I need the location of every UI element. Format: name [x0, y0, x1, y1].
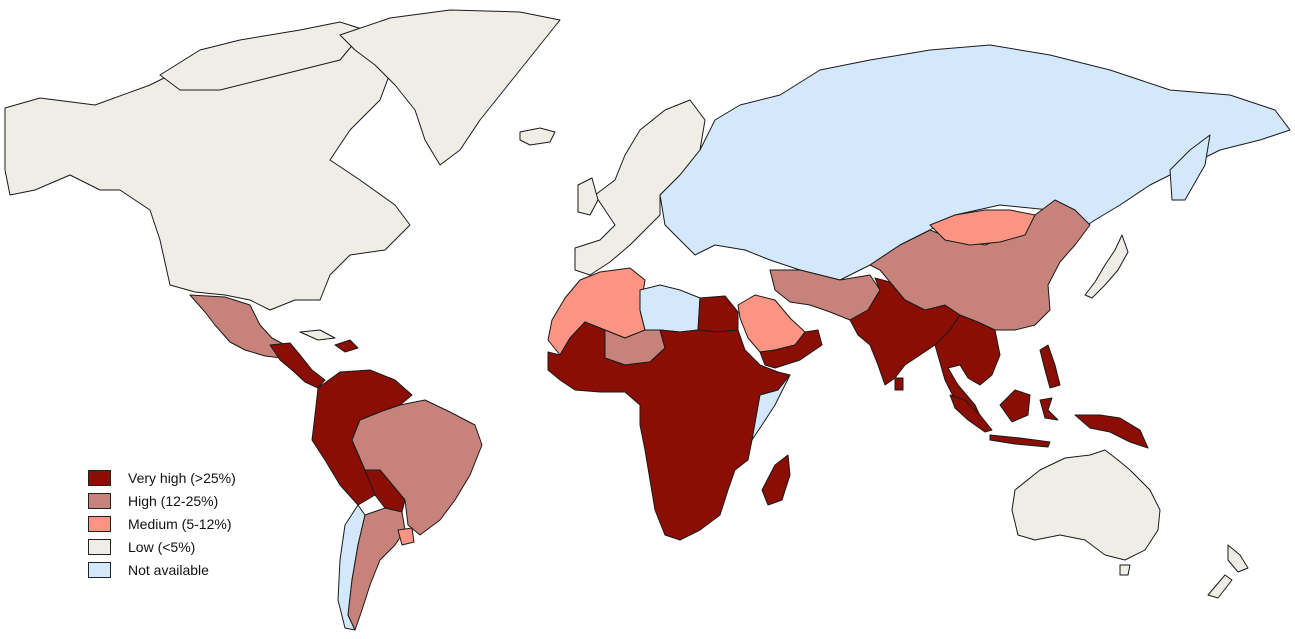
- legend-item-not-available: Not available: [88, 558, 288, 581]
- legend-swatch-low: [88, 538, 111, 555]
- region-indonesia-sulawesi: [1039, 397, 1059, 421]
- region-sri-lanka: [894, 377, 904, 391]
- region-somalia: [751, 374, 791, 441]
- region-saudi-arabia: [737, 294, 806, 353]
- legend-label-low: Low (<5%): [128, 538, 196, 555]
- region-indonesia-sumatra: [949, 394, 993, 433]
- legend-swatch-medium: [88, 515, 111, 532]
- legend-swatch-not-available: [88, 561, 111, 578]
- legend-label-not-available: Not available: [128, 561, 209, 578]
- region-british-isles: [577, 177, 599, 216]
- legend-item-low: Low (<5%): [88, 535, 288, 558]
- map-legend: Very high (>25%) High (12-25%) Medium (5…: [88, 466, 288, 581]
- region-australia: [1011, 449, 1161, 561]
- legend-label-very-high: Very high (>25%): [128, 469, 236, 486]
- region-madagascar: [761, 454, 791, 506]
- region-cuba: [299, 329, 336, 341]
- region-central-america: [269, 342, 326, 389]
- region-indonesia-borneo: [999, 389, 1031, 423]
- region-papua-new-guinea: [1074, 414, 1149, 449]
- region-greenland: [339, 9, 561, 166]
- legend-swatch-high: [88, 492, 111, 509]
- region-philippines: [1039, 344, 1061, 389]
- region-libya: [639, 284, 701, 333]
- region-uruguay: [397, 527, 415, 546]
- legend-swatch-very-high: [88, 469, 111, 486]
- legend-item-high: High (12-25%): [88, 489, 288, 512]
- region-japan: [1084, 234, 1129, 299]
- legend-item-very-high: Very high (>25%): [88, 466, 288, 489]
- region-new-zealand: [1207, 544, 1249, 599]
- region-china: [869, 199, 1091, 331]
- region-yemen: [759, 329, 823, 369]
- region-tasmania: [1119, 564, 1131, 576]
- region-bolivia-paraguay: [364, 469, 406, 513]
- legend-label-high: High (12-25%): [128, 492, 219, 509]
- region-egypt: [697, 295, 739, 333]
- region-argentina: [347, 507, 406, 631]
- legend-item-medium: Medium (5-12%): [88, 512, 288, 535]
- region-kamchatka: [1169, 134, 1211, 201]
- region-western-europe: [574, 99, 706, 276]
- region-caribbean: [334, 339, 359, 353]
- legend-label-medium: Medium (5-12%): [128, 515, 232, 532]
- region-iceland: [519, 127, 556, 146]
- region-mongolia: [929, 209, 1036, 246]
- region-indonesia-java: [989, 434, 1051, 448]
